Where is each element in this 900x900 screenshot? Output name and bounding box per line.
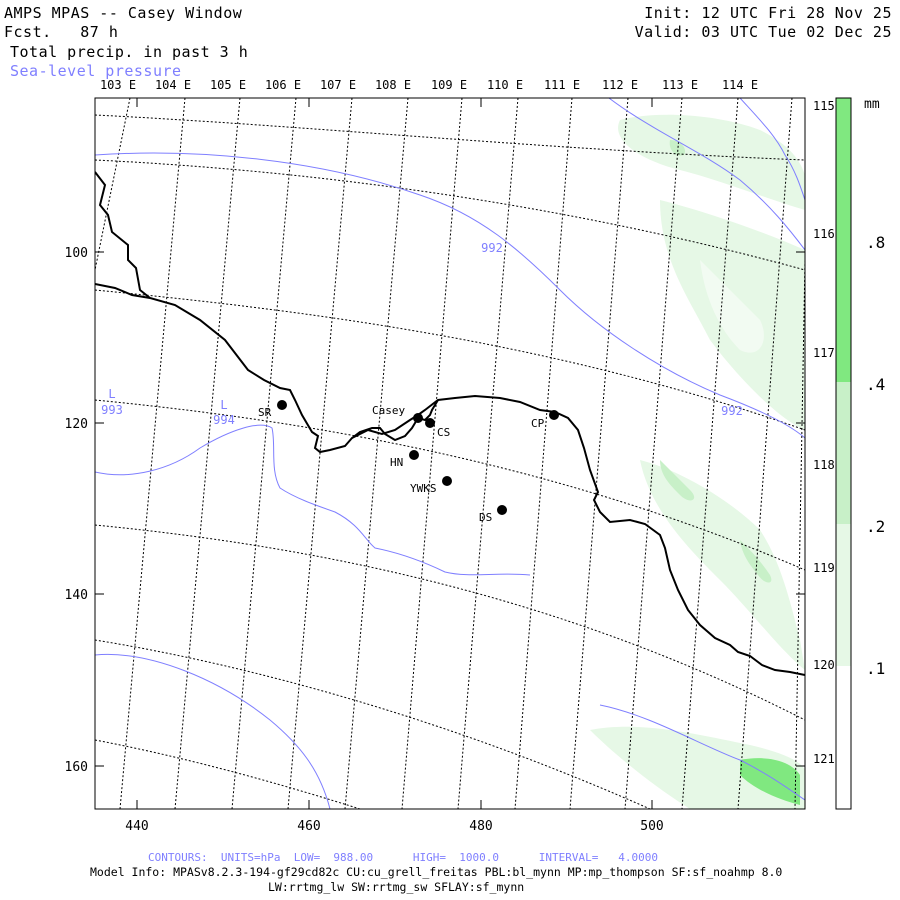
contour-info: CONTOURS: UNITS=hPa LOW= 988.00 HIGH= 10… xyxy=(148,851,658,864)
x-tick-label: 480 xyxy=(469,819,492,834)
x-tick-label: 500 xyxy=(640,819,663,834)
isobar-label: 992 xyxy=(721,404,743,418)
station-marker-cs[interactable] xyxy=(425,418,435,428)
x-tick-label: 460 xyxy=(297,819,320,834)
lon-label: 113 E xyxy=(662,78,698,92)
lon-label: 108 E xyxy=(375,78,411,92)
colorbar-frame xyxy=(835,97,852,810)
station-label: DS xyxy=(479,511,492,524)
field-title-precip: Total precip. in past 3 h xyxy=(10,43,249,61)
coastline xyxy=(95,171,805,676)
low-marker: L xyxy=(108,387,115,401)
x-tick-label: 440 xyxy=(125,819,148,834)
colorbar-segment xyxy=(836,524,851,666)
lon-label: 110 E xyxy=(487,78,523,92)
station-marker-ds[interactable] xyxy=(497,505,507,515)
isobar-label: 993 xyxy=(101,403,123,417)
colorbar-label: .8 xyxy=(866,233,885,252)
station-marker-sr[interactable] xyxy=(277,400,287,410)
init-time: Init: 12 UTC Fri 28 Nov 25 xyxy=(644,4,892,22)
y-tick-label: 100 xyxy=(65,246,88,261)
colorbar xyxy=(835,97,852,810)
isobar-label: 994 xyxy=(213,413,235,427)
colorbar-segment xyxy=(836,98,851,382)
colorbar-label: .4 xyxy=(866,375,885,394)
lon-label: 106 E xyxy=(265,78,301,92)
plot-frame xyxy=(94,97,806,810)
lon-label: 111 E xyxy=(544,78,580,92)
station-marker-casey[interactable] xyxy=(413,413,423,423)
lon-label: 105 E xyxy=(210,78,246,92)
colorbar-segment xyxy=(836,382,851,524)
map-title: AMPS MPAS -- Casey Window xyxy=(4,4,243,22)
lon-label: 109 E xyxy=(431,78,467,92)
graticule xyxy=(95,98,805,809)
colorbar-unit: mm xyxy=(864,97,880,112)
isobars xyxy=(95,98,805,809)
station-label: CP xyxy=(531,417,545,430)
field-title-slp: Sea-level pressure xyxy=(10,62,182,80)
precip-shading xyxy=(590,114,805,809)
forecast-value: 87 h xyxy=(80,23,119,41)
stations xyxy=(277,400,559,515)
lon-label: 107 E xyxy=(320,78,356,92)
station-marker-cp[interactable] xyxy=(549,410,559,420)
colorbar-label: .1 xyxy=(866,659,885,678)
station-marker-hn[interactable] xyxy=(409,450,419,460)
station-label: CS xyxy=(437,426,450,439)
forecast-hour: Fcst. 87 h xyxy=(4,23,118,41)
model-info-line-2: LW:rrtmg_lw SW:rrtmg_sw SFLAY:sf_mynn xyxy=(268,880,525,894)
isobar-label: 992 xyxy=(481,241,503,255)
forecast-label: Fcst. xyxy=(4,23,52,41)
valid-time: Valid: 03 UTC Tue 02 Dec 25 xyxy=(634,23,892,41)
lon-label: 114 E xyxy=(722,78,758,92)
lon-label: 103 E xyxy=(100,78,136,92)
colorbar-segment xyxy=(836,666,851,809)
lon-label: 104 E xyxy=(155,78,191,92)
station-label: SR xyxy=(258,406,272,419)
axis-ticks xyxy=(95,98,805,809)
station-marker-ywks[interactable] xyxy=(442,476,452,486)
station-label: HN xyxy=(390,456,403,469)
station-label: Casey xyxy=(372,404,405,417)
model-info-line-1: Model Info: MPASv8.2.3-194-gf29cd82c CU:… xyxy=(90,865,783,879)
station-label: YWKS xyxy=(410,482,437,495)
lon-label: 112 E xyxy=(602,78,638,92)
y-tick-label: 120 xyxy=(65,417,88,432)
colorbar-label: .2 xyxy=(866,517,885,536)
y-tick-label: 160 xyxy=(65,760,88,775)
low-marker: L xyxy=(220,398,227,412)
y-tick-label: 140 xyxy=(65,588,88,603)
